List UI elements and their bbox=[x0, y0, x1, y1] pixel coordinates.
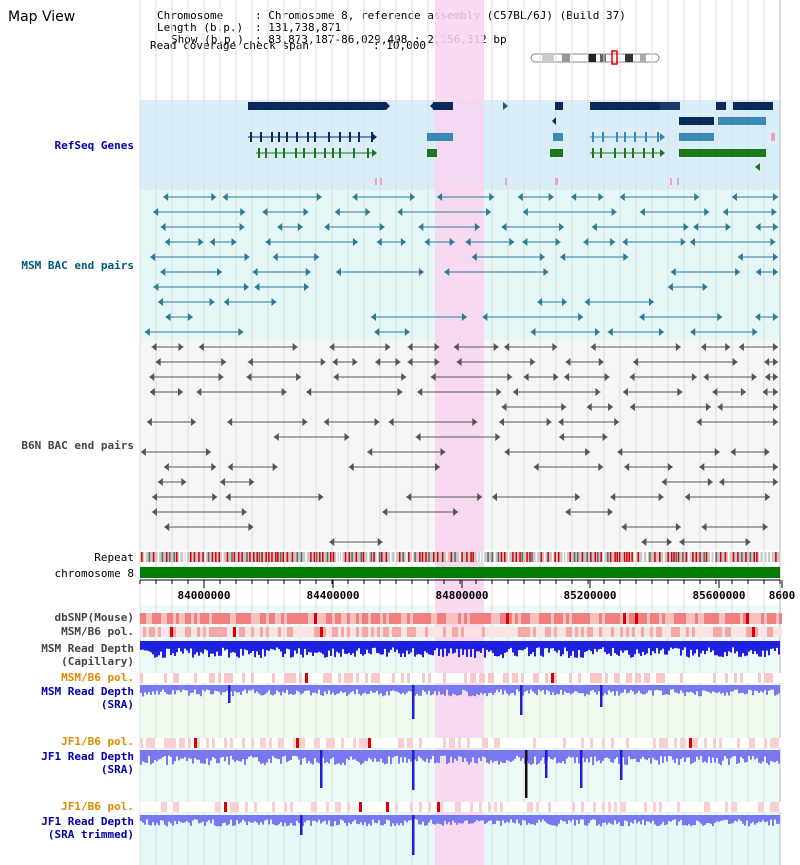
jf1-pol-label: JF1/B6 pol. bbox=[61, 735, 134, 748]
ruler-tick-label: 84400000 bbox=[307, 589, 360, 602]
jf1-depth-label-1: JF1 Read Depth bbox=[41, 750, 134, 763]
chromosome-key: Chromosome bbox=[157, 9, 224, 22]
info-keys: Chromosome Length (b.p.) Show (b.p.) bbox=[157, 10, 244, 46]
jf1-trim-label-1: JF1 Read Depth bbox=[41, 815, 134, 828]
jf1-b6-pol-track-2[interactable] bbox=[140, 802, 782, 812]
jf1-depth-sra-trimmed-track[interactable] bbox=[140, 815, 780, 855]
refseq-label: RefSeq Genes bbox=[55, 139, 134, 152]
msm-depth-sra-label-1: MSM Read Depth bbox=[41, 685, 134, 698]
msm-bac-label: MSM BAC end pairs bbox=[21, 259, 134, 272]
msm-depth-cap-label-2: (Capillary) bbox=[61, 655, 134, 668]
msm-depth-sra-label-2: (SRA) bbox=[101, 698, 134, 711]
msm-depth-capillary-track[interactable] bbox=[140, 641, 780, 658]
msm-pol-label: MSM/B6 pol. bbox=[61, 625, 134, 638]
ruler-tick-label: 84800000 bbox=[436, 589, 489, 602]
msm-depth-cap-label-1: MSM Read Depth bbox=[41, 642, 134, 655]
refseq-genes[interactable] bbox=[248, 102, 775, 185]
msm-bac-end-pairs[interactable] bbox=[144, 193, 778, 336]
b6n-bac-label: B6N BAC end pairs bbox=[21, 439, 134, 452]
jf1-trim-label-2: (SRA trimmed) bbox=[48, 828, 134, 841]
msm-b6-pol-track-2[interactable] bbox=[140, 673, 782, 683]
repeat-track[interactable] bbox=[141, 552, 777, 562]
position-ruler: 84000000 84400000 84800000 85200000 85600000… bbox=[139, 579, 796, 602]
msm-b6-pol-track[interactable] bbox=[140, 627, 782, 637]
show-key: Show (b.p.) bbox=[171, 33, 244, 46]
ruler-tick-label: 8600 bbox=[769, 589, 796, 602]
jf1-pol2-label: JF1/B6 pol. bbox=[61, 800, 134, 813]
b6n-bac-end-pairs[interactable] bbox=[140, 343, 778, 546]
span-key: Read coverage check span bbox=[150, 39, 309, 52]
msm-pol2-label: MSM/B6 pol. bbox=[61, 671, 134, 684]
length-value: 131,738,871 bbox=[268, 21, 342, 34]
jf1-depth-sra-track[interactable] bbox=[140, 750, 780, 798]
highlight-region[interactable] bbox=[435, 0, 484, 865]
map-view-title: Map View bbox=[8, 9, 76, 25]
chromosome-bar[interactable] bbox=[140, 567, 780, 578]
chromosome-ideogram[interactable] bbox=[530, 50, 660, 65]
dbsnp-track[interactable] bbox=[140, 613, 782, 624]
dbsnp-label: dbSNP(Mouse) bbox=[55, 611, 134, 624]
jf1-depth-label-2: (SRA) bbox=[101, 763, 134, 776]
ruler-tick-label: 85200000 bbox=[564, 589, 617, 602]
jf1-b6-pol-track[interactable] bbox=[140, 738, 782, 748]
length-key: Length (b.p.) bbox=[157, 21, 244, 34]
ruler-tick-label: 84000000 bbox=[178, 589, 231, 602]
msm-depth-sra-track[interactable] bbox=[140, 685, 780, 719]
chromosome-label: chromosome 8 bbox=[55, 567, 134, 580]
grid-lines bbox=[139, 0, 781, 865]
ruler-tick-label: 85600000 bbox=[693, 589, 746, 602]
repeat-label: Repeat bbox=[94, 551, 134, 564]
ideogram-position-marker bbox=[611, 50, 618, 65]
